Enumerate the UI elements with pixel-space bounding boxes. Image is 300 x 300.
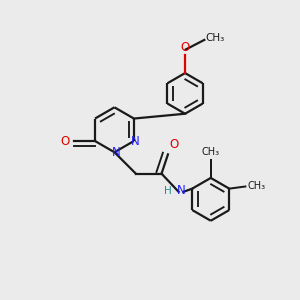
- Text: O: O: [169, 138, 179, 152]
- Text: CH₃: CH₃: [206, 32, 225, 43]
- Text: CH₃: CH₃: [248, 182, 266, 191]
- Text: N: N: [177, 184, 186, 197]
- Text: N: N: [131, 134, 140, 148]
- Text: CH₃: CH₃: [202, 147, 220, 158]
- Text: H: H: [164, 186, 172, 196]
- Text: N: N: [112, 146, 120, 159]
- Text: O: O: [61, 134, 70, 148]
- Text: O: O: [180, 41, 190, 54]
